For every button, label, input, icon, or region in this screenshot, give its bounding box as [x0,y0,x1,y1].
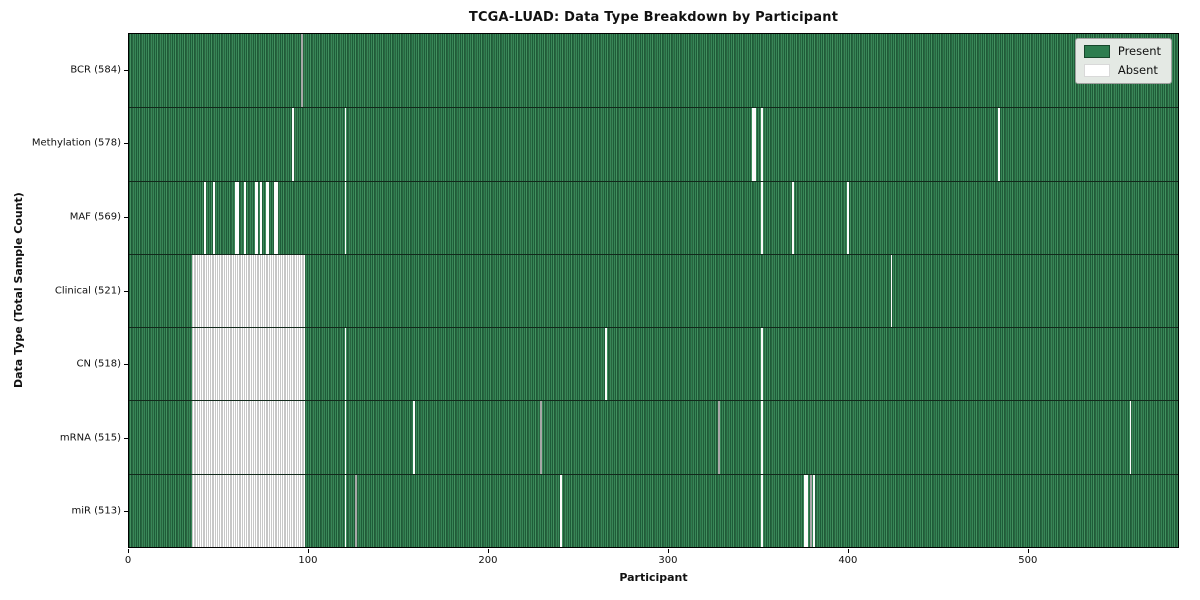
y-tick-label: Methylation (578) [31,137,121,149]
row-band-cn [129,327,1178,401]
absent-stripe [761,474,764,547]
x-tick-label: 500 [1018,555,1038,566]
legend-label-absent: Absent [1117,63,1158,77]
y-tick-label: miR (513) [71,505,121,517]
absent-stripe [412,401,415,474]
absent-stripe [344,474,347,547]
absent-stripe [274,181,279,254]
x-axis-label: Participant [619,571,688,584]
y-tick-mark [124,511,128,513]
y-tick-label: BCR (584) [70,64,121,76]
y-tick-mark [124,437,128,439]
y-tick-labels: BCR (584) Methylation (578) MAF (569) Clini… [0,33,121,548]
legend: Present Absent [1074,38,1172,84]
x-tick-mark [128,549,129,553]
y-tick-mark [124,143,128,145]
row-band-methylation [129,107,1178,181]
y-tick-label: CN (518) [76,358,121,370]
y-tick-label: MAF (569) [69,211,121,223]
absent-stripe [213,181,216,254]
x-tick-label: 400 [838,555,858,566]
absent-stripe [718,401,720,474]
x-tick-mark [307,549,309,553]
absent-stripe [254,181,259,254]
absent-stripe [998,108,1001,181]
absent-stripe [355,474,358,547]
x-tick-mark [1027,549,1029,553]
x-tick-label: 100 [298,555,318,566]
absent-stripe [761,328,764,401]
y-tick-mark [124,364,128,366]
absent-stripe [344,328,347,401]
plot-area [128,33,1179,548]
absent-stripe [761,108,764,181]
absent-stripe [292,108,295,181]
absent-stripe [890,254,893,328]
absent-stripe [260,181,262,254]
x-tick-mark [847,549,849,553]
absent-block [191,401,306,474]
absent-stripe [605,328,607,401]
x-tick-label: 200 [478,555,498,566]
absent-stripe [791,181,794,254]
absent-stripe [540,401,543,474]
chart-title: TCGA-LUAD: Data Type Breakdown by Partic… [468,10,839,25]
row-band-mir [129,473,1178,547]
x-tick-label: 0 [124,555,132,566]
absent-stripe [234,181,239,254]
row-band-clinical [129,253,1178,328]
absent-stripe [344,401,347,474]
absent-swatch-icon [1083,64,1110,77]
y-tick-label: Clinical (521) [54,285,121,296]
legend-item-present: Present [1083,44,1161,58]
absent-stripe [809,474,812,547]
row-band-mrna [129,400,1178,474]
y-tick-mark [124,69,128,71]
row-band-maf [129,180,1178,254]
absent-stripe [344,181,347,254]
absent-stripe [752,108,756,181]
y-tick-mark [124,216,128,218]
absent-stripe [265,181,270,254]
absent-block [191,254,306,328]
present-swatch-icon [1083,45,1110,58]
x-tick-mark [667,549,669,553]
absent-block [191,328,306,401]
absent-stripe [560,474,562,547]
absent-stripe [243,181,246,254]
absent-block [191,474,306,547]
y-tick-mark [124,290,128,292]
absent-stripe [761,401,764,474]
absent-stripe [804,474,808,547]
legend-label-present: Present [1117,44,1161,58]
x-tick-mark [487,549,489,553]
y-tick-label: mRNA (515) [59,432,121,444]
absent-stripe [847,181,850,254]
x-tick-label: 300 [658,555,678,566]
legend-item-absent: Absent [1083,63,1161,77]
absent-stripe [1129,401,1132,474]
absent-stripe [813,474,816,547]
absent-stripe [301,34,304,108]
absent-stripe [204,181,207,254]
row-band-bcr [129,34,1178,108]
absent-stripe [761,181,764,254]
absent-stripe [344,108,347,181]
